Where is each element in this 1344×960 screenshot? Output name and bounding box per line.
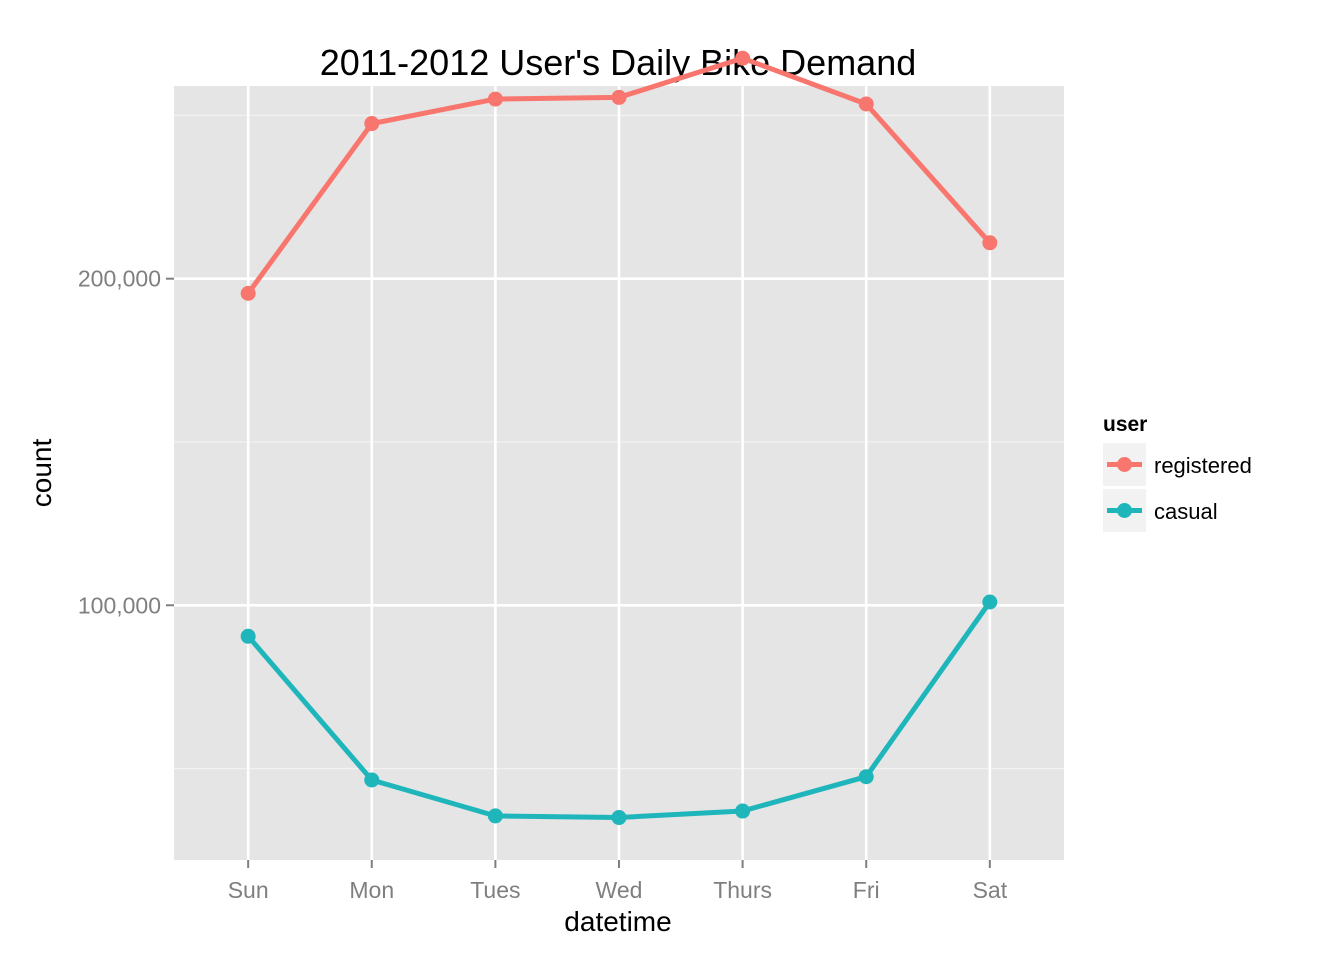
x-tick-label-fri: Fri xyxy=(853,877,880,903)
legend-dot-registered xyxy=(1117,457,1132,472)
legend-label-registered: registered xyxy=(1154,453,1252,478)
legend-item-registered: registered xyxy=(1103,443,1252,486)
major-gridlines xyxy=(174,86,1064,860)
casual-point-sat xyxy=(982,594,998,610)
x-tick-label-sat: Sat xyxy=(973,877,1008,903)
legend-items: registered casual xyxy=(1103,443,1252,532)
registered-point-wed xyxy=(611,89,627,105)
casual-point-wed xyxy=(611,810,627,826)
registered-point-mon xyxy=(364,116,380,132)
casual-point-thurs xyxy=(735,803,751,819)
x-axis-title: datetime xyxy=(564,906,671,937)
y-axis: 100,000 200,000 xyxy=(78,266,174,618)
series-casual xyxy=(240,594,998,826)
legend: user registered casual xyxy=(1103,413,1252,532)
casual-point-fri xyxy=(858,769,874,785)
legend-item-casual: casual xyxy=(1103,489,1218,532)
registered-point-thurs xyxy=(735,50,751,66)
y-tick-label-0: 100,000 xyxy=(78,592,161,618)
x-axis: Sun Mon Tues Wed Thurs Fri Sat xyxy=(228,860,1008,903)
legend-title: user xyxy=(1103,413,1147,436)
registered-point-tues xyxy=(487,91,503,107)
series-layer xyxy=(240,50,998,826)
registered-point-fri xyxy=(858,96,874,112)
casual-point-mon xyxy=(364,772,380,788)
y-tick-label-1: 200,000 xyxy=(78,266,161,292)
x-tick-label-tues: Tues xyxy=(470,877,520,903)
x-tick-label-mon: Mon xyxy=(349,877,394,903)
x-tick-label-sun: Sun xyxy=(228,877,269,903)
chart-title: 2011-2012 User's Daily Bike Demand xyxy=(320,42,917,83)
y-axis-title: count xyxy=(26,439,57,508)
legend-label-casual: casual xyxy=(1154,499,1218,524)
legend-dot-casual xyxy=(1117,503,1132,518)
registered-point-sat xyxy=(982,235,998,251)
casual-point-sun xyxy=(240,628,256,644)
x-tick-label-thurs: Thurs xyxy=(713,877,772,903)
series-registered xyxy=(240,50,998,301)
x-tick-label-wed: Wed xyxy=(596,877,643,903)
registered-point-sun xyxy=(240,285,256,301)
casual-point-tues xyxy=(487,808,503,824)
